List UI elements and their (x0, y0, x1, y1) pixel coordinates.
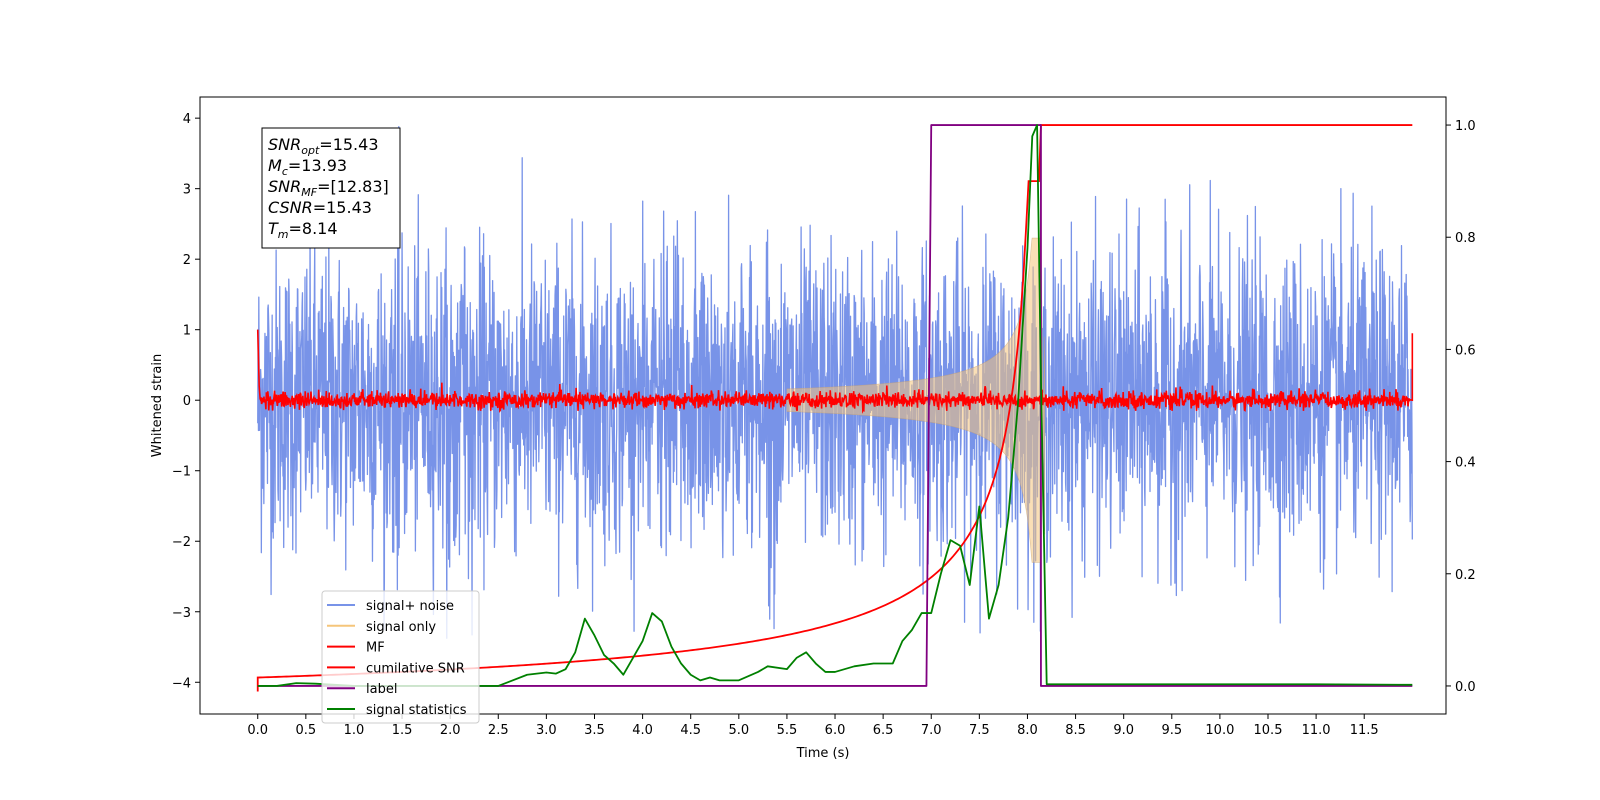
y-left-tick-label: 2 (183, 253, 191, 268)
y-axis-right: 0.0 0.2 0.4 0.6 0.8 1.0 (1446, 119, 1476, 695)
series-signal-statistics (257, 124, 1413, 687)
x-tick-label: 1.5 (392, 723, 413, 738)
x-tick-label: 11.0 (1302, 723, 1331, 738)
x-tick-label: 4.5 (680, 723, 701, 738)
x-tick-label: 7.0 (921, 723, 942, 738)
x-tick-label: 10.5 (1254, 723, 1283, 738)
y-left-tick-label: −4 (172, 676, 191, 691)
legend-entry: cumilative SNR (366, 661, 465, 676)
y-left-tick-label: 3 (183, 183, 191, 198)
y-left-tick-label: −1 (172, 465, 191, 480)
legend-entry: signal only (366, 620, 436, 635)
legend: signal+ noise signal only MF cumilative SNR… (321, 590, 480, 724)
legend-entry: signal statistics (366, 703, 467, 718)
y-left-tick-label: 1 (183, 324, 191, 339)
x-tick-label: 7.5 (969, 723, 990, 738)
legend-frame (321, 590, 480, 724)
x-tick-label: 5.5 (777, 723, 798, 738)
series-signal-noise (257, 125, 1413, 639)
y-right-tick-label: 1.0 (1455, 119, 1476, 134)
y-left-tick-label: 4 (183, 112, 191, 127)
legend-entry: MF (366, 641, 385, 656)
x-tick-label: 9.5 (1161, 723, 1182, 738)
annotation-line: SNRopt=15.43 (268, 135, 379, 157)
x-tick-label: 9.0 (1113, 723, 1134, 738)
y-right-tick-label: 0.8 (1455, 231, 1476, 246)
y-right-tick-label: 0.0 (1455, 680, 1476, 695)
plot-frame (199, 96, 1447, 715)
annotation-line: CSNR=15.43 (268, 198, 372, 217)
y-left-tick-label: −2 (172, 535, 191, 550)
annotation-line: Tm=8.14 (268, 219, 338, 241)
x-tick-label: 1.0 (344, 723, 365, 738)
x-tick-label: 11.5 (1350, 723, 1379, 738)
x-tick-label: 8.5 (1065, 723, 1086, 738)
x-tick-label: 10.0 (1205, 723, 1234, 738)
legend-entry: label (366, 682, 397, 697)
x-tick-label: 6.0 (825, 723, 846, 738)
annotation-line: SNRMF=[12.83] (268, 177, 389, 199)
x-tick-label: 3.5 (584, 723, 605, 738)
x-tick-label: 6.5 (873, 723, 894, 738)
x-axis: 0.0 0.5 1.0 1.5 2.0 2.5 3.0 3.5 4.0 4.5 5.0 5.5 6.0 6… (247, 714, 1379, 738)
x-tick-label: 0.5 (295, 723, 316, 738)
stats-annotation-box: SNRopt=15.43Mc=13.93SNRMF=[12.83]CSNR=15… (261, 127, 401, 249)
annotation-frame (261, 127, 401, 249)
y-right-tick-label: 0.4 (1455, 456, 1476, 471)
y-left-tick-label: −3 (172, 606, 191, 621)
y-left-tick-label: 0 (183, 394, 191, 409)
x-tick-label: 2.0 (440, 723, 461, 738)
y-right-tick-label: 0.6 (1455, 343, 1476, 358)
y-axis-label: Whitened strain (150, 354, 165, 457)
series-label (257, 124, 1413, 687)
y-right-tick-label: 0.2 (1455, 568, 1476, 583)
y-axis-left: −4 −3 −2 −1 0 1 2 3 4 (172, 112, 200, 691)
x-tick-label: 4.0 (632, 723, 653, 738)
series-mf (256, 329, 1414, 414)
x-tick-label: 5.0 (728, 723, 749, 738)
annotation-line: Mc=13.93 (268, 156, 347, 178)
x-tick-label: 0.0 (247, 723, 268, 738)
x-tick-label: 2.5 (488, 723, 509, 738)
legend-entry: signal+ noise (366, 599, 454, 614)
x-tick-label: 3.0 (536, 723, 557, 738)
x-tick-label: 8.0 (1017, 723, 1038, 738)
axes-frame (199, 96, 1447, 715)
x-axis-label: Time (s) (796, 746, 850, 761)
